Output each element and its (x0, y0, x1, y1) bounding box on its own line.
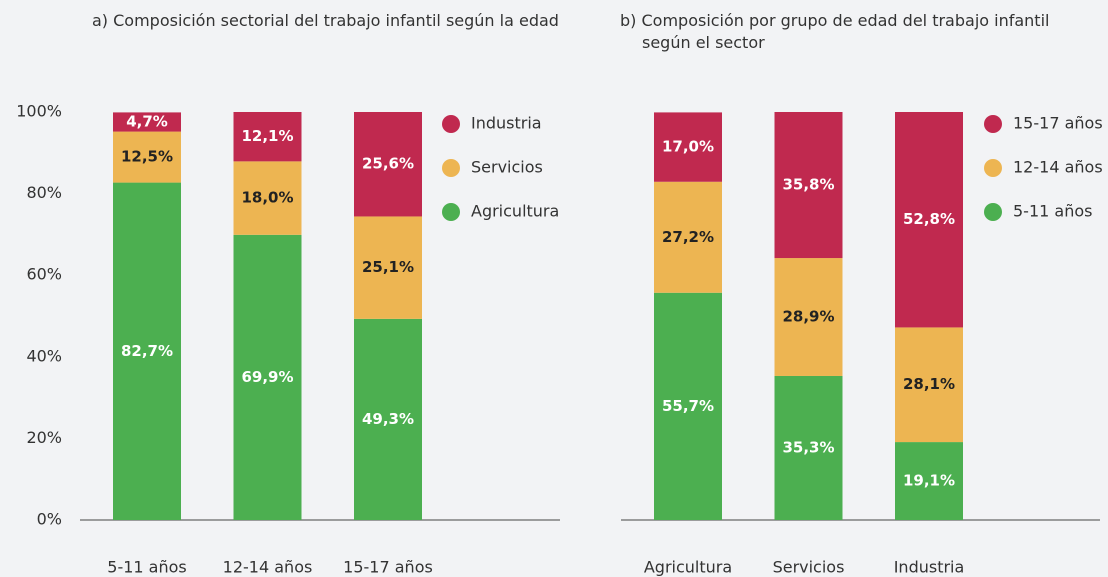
legend-label: 15-17 años (1013, 114, 1103, 133)
legend-label: Servicios (471, 158, 543, 177)
bar-segment (654, 181, 722, 293)
bar-segment (354, 112, 422, 217)
legend-label: 5-11 años (1013, 202, 1092, 221)
value-label: 82,7% (121, 342, 173, 360)
y-tick-label: 20% (26, 428, 62, 447)
x-tick-label: 15-17 años (343, 558, 433, 577)
bar-segment (233, 112, 302, 162)
legend-marker (442, 115, 460, 133)
bar-segment (113, 131, 181, 183)
value-label: 18,0% (241, 189, 293, 207)
bar-segment (895, 327, 963, 443)
value-label: 4,7% (126, 112, 168, 130)
legend-marker (984, 115, 1002, 133)
value-label: 12,1% (241, 127, 293, 145)
y-tick-label: 80% (26, 183, 62, 202)
value-label: 55,7% (662, 397, 714, 415)
value-label: 25,6% (362, 155, 414, 173)
x-tick-label: Industria (894, 558, 965, 577)
legend-marker (984, 159, 1002, 177)
value-label: 19,1% (903, 472, 955, 490)
x-tick-label: 12-14 años (223, 558, 313, 577)
x-tick-label: Agricultura (644, 558, 732, 577)
bar-segment (654, 292, 722, 520)
bar-segment (354, 318, 422, 520)
legend-label: 12-14 años (1013, 158, 1103, 177)
bar-segment (774, 258, 843, 376)
value-label: 52,8% (903, 210, 955, 228)
bar-segment (113, 112, 181, 132)
value-label: 28,9% (782, 308, 834, 326)
bar-segment (354, 216, 422, 319)
value-label: 49,3% (362, 410, 414, 428)
value-label: 12,5% (121, 148, 173, 166)
bar-segment (895, 112, 963, 328)
value-label: 27,2% (662, 228, 714, 246)
bar-segment (233, 234, 302, 521)
legend-marker (984, 203, 1002, 221)
legend-marker (442, 203, 460, 221)
value-label: 25,1% (362, 258, 414, 276)
bar-segment (113, 182, 181, 521)
legend-label: Industria (471, 114, 542, 133)
y-tick-label: 60% (26, 265, 62, 284)
value-label: 35,3% (782, 438, 834, 456)
bar-segment (895, 442, 963, 520)
value-label: 28,1% (903, 375, 955, 393)
bar-segment (654, 112, 722, 182)
x-tick-label: 5-11 años (107, 558, 186, 577)
chart-title: a) Composición sectorial del trabajo inf… (92, 11, 559, 30)
chart-title: b) Composición por grupo de edad del tra… (620, 11, 1050, 52)
y-tick-label: 0% (37, 510, 62, 529)
value-label: 69,9% (241, 368, 293, 386)
bar-segment (233, 161, 302, 235)
bar-segment (774, 375, 843, 520)
x-tick-label: Servicios (773, 558, 845, 577)
bar-segment (774, 112, 843, 259)
y-tick-label: 100% (16, 102, 62, 121)
y-tick-label: 40% (26, 346, 62, 365)
value-label: 35,8% (782, 176, 834, 194)
value-label: 17,0% (662, 138, 714, 156)
legend-marker (442, 159, 460, 177)
legend-label: Agricultura (471, 202, 559, 221)
